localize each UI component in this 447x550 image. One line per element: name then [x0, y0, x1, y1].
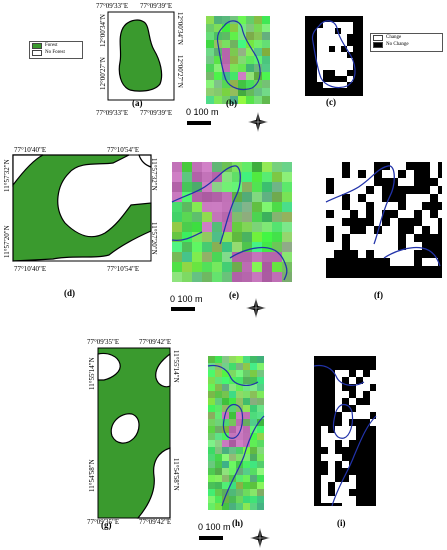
coord-bottom-right: 77°09'42"E: [139, 518, 172, 526]
change-map-i: [313, 356, 377, 510]
panel-label-d: (d): [64, 288, 75, 298]
nochange-swatch: [373, 41, 383, 48]
coord-top-right: 77°09'39"E: [140, 2, 173, 10]
legend-row-nochange: No Change: [371, 41, 442, 48]
panel-label-a: (a): [132, 98, 143, 108]
legend-label: No Change: [386, 42, 409, 47]
scale-bar: [187, 121, 211, 125]
coord-top-left: 77°09'33"E: [96, 2, 129, 10]
map-d: [12, 154, 152, 262]
boundary-line: [325, 165, 441, 267]
scale-bar: [171, 307, 195, 311]
panel-label-i: (i): [337, 518, 346, 528]
panel-label-g: (g): [101, 520, 112, 530]
satellite-e: [171, 162, 292, 282]
scale-bar: [199, 536, 223, 540]
boundary-line: [311, 20, 356, 89]
pixel-grid: [206, 16, 270, 104]
panel-label-h: (h): [232, 518, 243, 528]
coord-bottom-right: 77°09'39"E: [140, 109, 173, 117]
north-arrow-icon: [246, 298, 266, 318]
noforest-swatch: [32, 49, 42, 56]
coord-top-left: 77°10'40"E: [14, 146, 47, 154]
boundary-line: [216, 20, 261, 91]
coord-right-top: 11°55'14"N: [172, 350, 180, 383]
boundary-line: [171, 165, 288, 281]
scale-text: 0 100 m: [186, 107, 219, 117]
nonforest-corner: [138, 154, 152, 168]
boundary-line: [207, 364, 265, 507]
pixel-grid: [208, 356, 264, 510]
legend-row-noforest: No Forest: [30, 49, 82, 56]
legend-label: Forest: [45, 43, 58, 48]
coord-right-bottom: 11°54'58"N: [172, 458, 180, 491]
coord-top-right: 77°09'42"E: [139, 338, 172, 346]
coord-left-top: 11°57'32"N: [3, 159, 11, 192]
satellite-h: [207, 356, 265, 510]
nonforest-patch: [97, 352, 121, 381]
change-pixels: [326, 162, 446, 266]
coord-left-bottom: 11°54'58"N: [88, 459, 96, 492]
coord-left-top: 12°00'34"N: [99, 14, 107, 47]
legend-row-forest: Forest: [30, 42, 82, 49]
north-arrow-icon: [248, 112, 268, 132]
coord-left-top: 11°55'14"N: [88, 357, 96, 390]
panel-label-f: (f): [374, 290, 383, 300]
change-swatch: [373, 34, 383, 41]
legend-forest: Forest No Forest: [29, 41, 83, 59]
change-map-f: [325, 162, 446, 278]
scale-text: 0 100 m: [198, 522, 231, 532]
pixel-grid: [172, 162, 292, 282]
legend-change: Change No Change: [370, 33, 443, 52]
coord-top-right: 77°10'54"E: [107, 146, 140, 154]
nonforest-corner: [12, 154, 44, 187]
nonforest-patch: [136, 447, 171, 519]
nonforest-patch: [110, 413, 140, 444]
coord-bottom-right: 77°10'54"E: [107, 265, 140, 273]
forest-swatch: [32, 42, 42, 49]
coord-bottom-left: 77°10'40"E: [14, 265, 47, 273]
panel-label-c: (c): [326, 97, 336, 107]
change-pixels: [317, 22, 353, 88]
north-arrow-icon: [250, 528, 270, 548]
coord-left-bottom: 12°00'27"N: [99, 57, 107, 90]
coord-top-left: 77°09'35"E: [87, 338, 120, 346]
legend-row-change: Change: [371, 34, 442, 41]
panel-label-e: (e): [229, 290, 239, 300]
coord-right-bottom: 12°00'27"N: [176, 55, 184, 88]
coord-bottom-left: 77°09'35"E: [87, 518, 120, 526]
legend-label: No Forest: [45, 50, 65, 55]
panel-label-b: (b): [226, 98, 237, 108]
coord-bottom-left: 77°09'33"E: [96, 109, 129, 117]
nonforest-patch: [155, 352, 171, 388]
change-pixels: [321, 370, 377, 510]
legend-label: Change: [386, 35, 402, 40]
change-map-c: [305, 16, 363, 96]
forest-polygon: [118, 19, 163, 92]
boundary-line: [313, 364, 377, 507]
coord-right-top: 12°00'34"N: [176, 12, 184, 45]
map-g: [97, 347, 171, 519]
satellite-b: [206, 16, 270, 104]
scale-text: 0 100 m: [170, 294, 203, 304]
coord-left-bottom: 11°57'20"N: [3, 225, 11, 258]
map-a: [107, 11, 175, 101]
forest-polygon: [12, 154, 152, 262]
